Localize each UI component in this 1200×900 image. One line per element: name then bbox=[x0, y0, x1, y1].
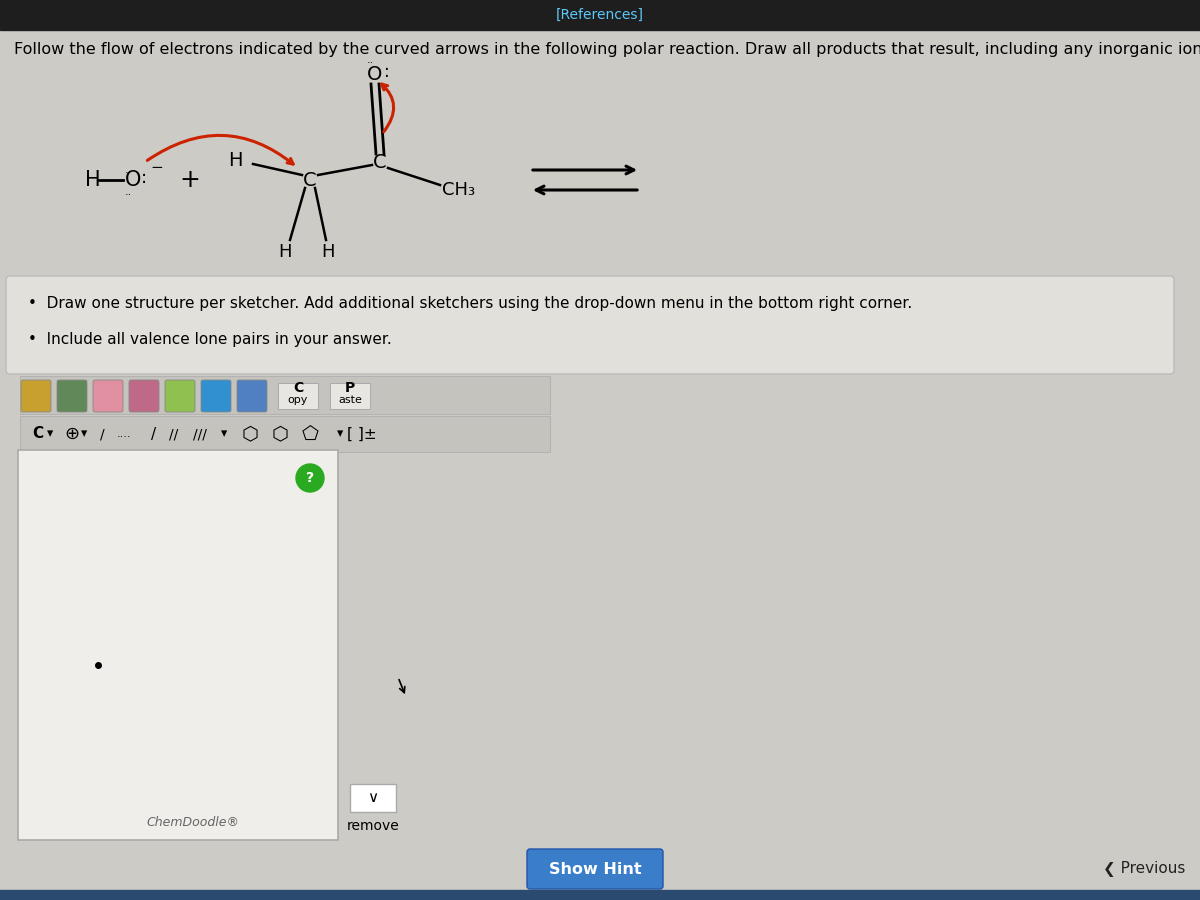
Text: //: // bbox=[169, 427, 179, 441]
Text: ..: .. bbox=[125, 165, 132, 175]
Bar bbox=[0, 0, 1200, 30]
Text: −: − bbox=[150, 160, 163, 176]
Text: P: P bbox=[344, 381, 355, 395]
Text: H: H bbox=[322, 243, 335, 261]
Text: ⬡: ⬡ bbox=[241, 425, 258, 444]
Text: aste: aste bbox=[338, 395, 362, 405]
FancyBboxPatch shape bbox=[166, 380, 194, 412]
Text: ▾: ▾ bbox=[337, 428, 343, 440]
FancyBboxPatch shape bbox=[202, 380, 230, 412]
Text: ∨: ∨ bbox=[367, 790, 378, 806]
Text: :: : bbox=[142, 169, 148, 187]
Text: ▾: ▾ bbox=[47, 428, 53, 440]
Bar bbox=[330, 383, 370, 409]
Text: •  Include all valence lone pairs in your answer.: • Include all valence lone pairs in your… bbox=[28, 332, 391, 347]
Text: ⬡: ⬡ bbox=[271, 425, 288, 444]
Text: Show Hint: Show Hint bbox=[548, 861, 641, 877]
Text: :: : bbox=[384, 63, 390, 81]
Text: H: H bbox=[228, 150, 242, 169]
Text: •  Draw one structure per sketcher. Add additional sketchers using the drop-down: • Draw one structure per sketcher. Add a… bbox=[28, 296, 912, 311]
Circle shape bbox=[296, 464, 324, 492]
FancyBboxPatch shape bbox=[527, 849, 662, 889]
FancyBboxPatch shape bbox=[94, 380, 124, 412]
Text: Follow the flow of electrons indicated by the curved arrows in the following pol: Follow the flow of electrons indicated b… bbox=[14, 42, 1200, 57]
Text: H: H bbox=[278, 243, 292, 261]
Text: ....: .... bbox=[116, 429, 131, 439]
FancyBboxPatch shape bbox=[22, 380, 50, 412]
Text: ..: .. bbox=[125, 187, 132, 197]
Text: +: + bbox=[180, 168, 200, 192]
Text: ///: /// bbox=[193, 427, 206, 441]
Text: C: C bbox=[32, 427, 43, 442]
Text: ⬠: ⬠ bbox=[301, 425, 318, 444]
Text: /: / bbox=[151, 427, 156, 442]
Bar bbox=[350, 784, 396, 812]
Text: /: / bbox=[100, 427, 104, 441]
FancyBboxPatch shape bbox=[58, 380, 88, 412]
Text: [References]: [References] bbox=[556, 8, 644, 22]
Text: ▾: ▾ bbox=[80, 428, 88, 440]
Bar bbox=[0, 890, 1200, 900]
Bar bbox=[278, 383, 318, 409]
Text: O: O bbox=[125, 170, 142, 190]
Bar bbox=[20, 416, 550, 452]
Text: ChemDoodle®: ChemDoodle® bbox=[146, 815, 240, 829]
FancyBboxPatch shape bbox=[238, 380, 266, 412]
Text: ▾: ▾ bbox=[221, 428, 227, 440]
Text: CH₃: CH₃ bbox=[442, 181, 475, 199]
Text: remove: remove bbox=[347, 819, 400, 833]
Text: C: C bbox=[304, 170, 317, 190]
Text: ?: ? bbox=[306, 471, 314, 485]
Text: O: O bbox=[367, 65, 383, 84]
Bar bbox=[18, 450, 338, 840]
Bar bbox=[20, 376, 550, 414]
FancyBboxPatch shape bbox=[130, 380, 158, 412]
Text: C: C bbox=[373, 152, 386, 172]
Text: opy: opy bbox=[288, 395, 308, 405]
Text: ❮ Previous: ❮ Previous bbox=[1103, 861, 1186, 877]
Text: ⊕: ⊕ bbox=[65, 425, 79, 443]
Text: H: H bbox=[85, 170, 101, 190]
Text: ..: .. bbox=[367, 55, 374, 65]
FancyBboxPatch shape bbox=[6, 276, 1174, 374]
Text: C: C bbox=[293, 381, 304, 395]
Text: [ ]±: [ ]± bbox=[347, 427, 377, 442]
